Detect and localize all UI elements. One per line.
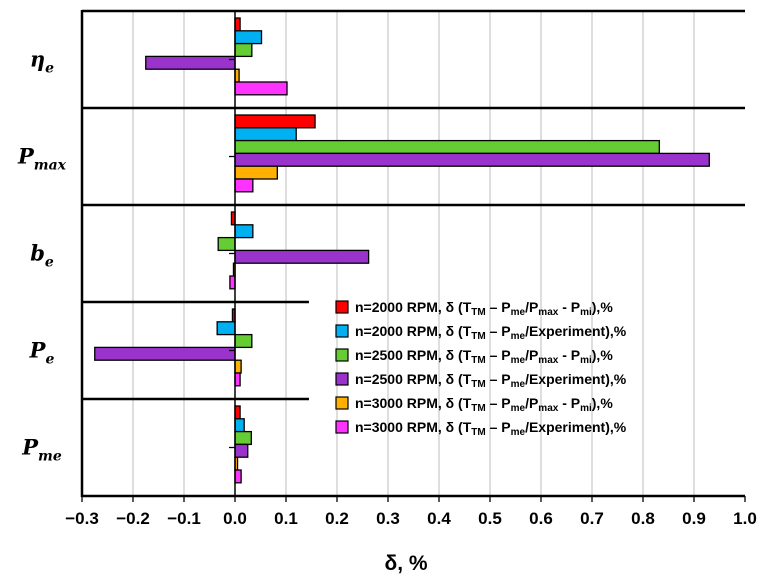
bar [234, 405, 241, 420]
bar [234, 249, 370, 264]
legend-swatch [335, 300, 349, 314]
legend-swatch [335, 324, 349, 338]
category-label: ηe [30, 47, 54, 77]
legend-item: n=2500 RPM, δ (TTM – Pme/Experiment),% [335, 371, 627, 390]
x-tick-label: 0.6 [529, 509, 553, 528]
category-label: Pmax [17, 144, 67, 174]
bar [234, 469, 242, 484]
legend-swatch [335, 396, 349, 410]
x-tick-label: 0.0 [223, 509, 247, 528]
bar [234, 114, 316, 129]
category-label: Pme [21, 435, 62, 465]
x-tick-label: 0.4 [427, 509, 451, 528]
legend-item: n=3000 RPM, δ (TTM – Pme/Experiment),% [335, 419, 627, 438]
category-label: Pe [29, 338, 55, 368]
legend-swatch [335, 372, 349, 386]
bar [234, 17, 241, 32]
bar [234, 372, 241, 387]
x-tick-label: −0.2 [116, 509, 150, 528]
plot-area [82, 11, 745, 496]
bar [94, 346, 236, 361]
legend-label: n=2500 RPM, δ (TTM – Pme/Pmax - Pmi),% [355, 347, 613, 366]
legend-item: n=3000 RPM, δ (TTM – Pme/Pmax - Pmi),% [335, 395, 613, 414]
bar [234, 224, 254, 239]
legend-label: n=2000 RPM, δ (TTM – Pme/Pmax - Pmi),% [355, 299, 613, 318]
legend-item: n=2000 RPM, δ (TTM – Pme/Experiment),% [335, 323, 627, 342]
bar [229, 275, 236, 290]
x-tick-label: 0.2 [325, 509, 349, 528]
x-tick-label: 0.8 [631, 509, 655, 528]
legend-swatch [335, 420, 349, 434]
x-tick-label: 0.7 [580, 509, 604, 528]
bar [234, 418, 245, 433]
bar [234, 443, 249, 458]
x-tick-label: 0.1 [274, 509, 298, 528]
bar [234, 127, 297, 142]
legend-item: n=2000 RPM, δ (TTM – Pme/Pmax - Pmi),% [335, 299, 613, 318]
bar [234, 178, 254, 193]
x-tick-labels: −0.3 −0.2 −0.1 0.0 0.1 0.2 0.3 0.4 0.5 0.6 0.7 0.8 0… [65, 509, 757, 528]
category-label: be [30, 241, 54, 271]
legend-swatch [335, 348, 349, 362]
bar [234, 333, 253, 349]
legend-label: n=2000 RPM, δ (TTM – Pme/Experiment),% [355, 323, 627, 342]
frame [80, 9, 746, 502]
bar [234, 359, 242, 374]
category-labels: ηe Pmax be Pe Pme [17, 47, 67, 465]
bar [234, 42, 253, 58]
bar [234, 430, 252, 446]
legend-label: n=3000 RPM, δ (TTM – Pme/Pmax - Pmi),% [355, 395, 613, 414]
x-tick-label: 0.5 [478, 509, 502, 528]
x-tick-label: 0.9 [682, 509, 706, 528]
x-tick-label: −0.3 [65, 509, 99, 528]
bar [145, 55, 236, 70]
bar [234, 165, 278, 180]
bar [217, 236, 236, 252]
legend: n=2000 RPM, δ (TTM – Pme/Pmax - Pmi),% n=… [335, 299, 627, 438]
bar [234, 152, 710, 167]
x-tick-label: 1.0 [733, 509, 757, 528]
x-tick-label: 0.3 [376, 509, 400, 528]
bar [234, 30, 263, 45]
bar [234, 81, 288, 96]
x-tick-label: −0.1 [167, 509, 201, 528]
x-axis-label: δ, % [384, 552, 427, 575]
bars [94, 17, 710, 484]
grid [82, 11, 745, 496]
legend-item: n=2500 RPM, δ (TTM – Pme/Pmax - Pmi),% [335, 347, 613, 366]
legend-label: n=2500 RPM, δ (TTM – Pme/Experiment),% [355, 371, 627, 390]
legend-label: n=3000 RPM, δ (TTM – Pme/Experiment),% [355, 419, 627, 438]
bar [216, 321, 236, 336]
bar [234, 139, 660, 155]
